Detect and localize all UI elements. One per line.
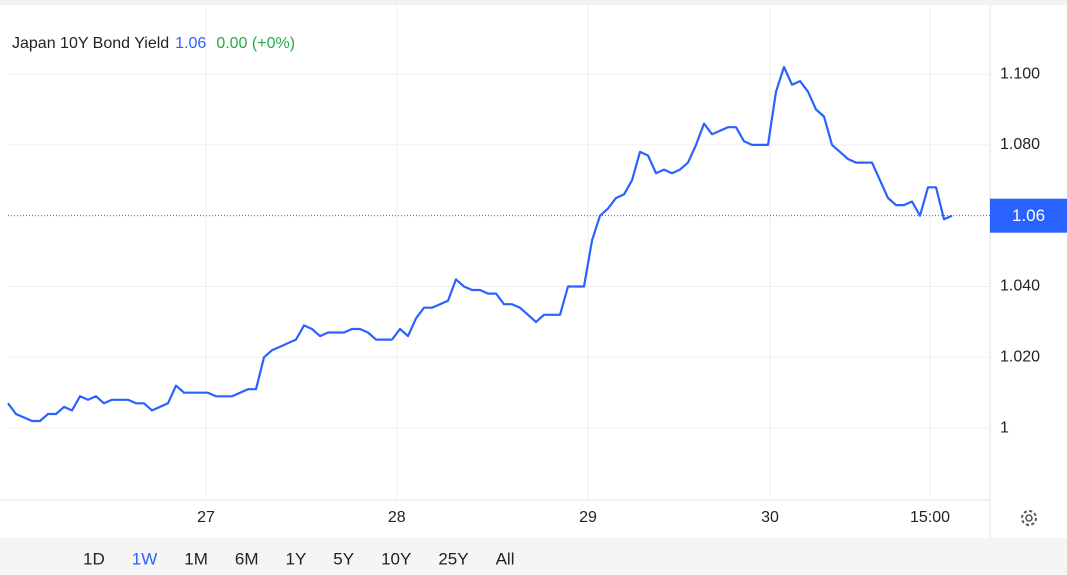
x-tick-label: 28 — [388, 509, 406, 526]
range-button[interactable]: 1W — [132, 549, 158, 568]
gear-hub — [1025, 514, 1033, 522]
range-button[interactable]: All — [496, 549, 515, 568]
price-tag-label: 1.06 — [1012, 206, 1045, 225]
range-button[interactable]: 25Y — [438, 549, 468, 568]
header-price: 1.06 — [175, 35, 206, 52]
y-tick-label: 1.040 — [1000, 278, 1040, 295]
top-strip — [0, 0, 1067, 5]
x-tick-label: 27 — [197, 509, 215, 526]
header-change: 0.00 (+0%) — [216, 35, 295, 52]
range-button[interactable]: 1Y — [285, 549, 306, 568]
x-tick-label: 15:00 — [910, 509, 950, 526]
x-tick-label: 29 — [579, 509, 597, 526]
range-button[interactable]: 10Y — [381, 549, 411, 568]
title: Japan 10Y Bond Yield — [12, 35, 169, 52]
line-series — [7, 65, 953, 423]
y-tick-label: 1.080 — [1000, 136, 1040, 153]
gear — [1021, 510, 1037, 526]
y-tick-label: 1.100 — [1000, 65, 1040, 82]
chart-header: Japan 10Y Bond Yield 1.06 0.00 (+0%) — [12, 35, 295, 52]
range-button[interactable]: 1D — [83, 549, 105, 568]
range-button[interactable]: 6M — [235, 549, 259, 568]
y-tick-label: 1 — [1000, 419, 1009, 436]
x-tick-label: 30 — [761, 509, 779, 526]
settings-icon[interactable] — [1021, 510, 1037, 526]
range-button[interactable]: 5Y — [333, 549, 354, 568]
y-tick-label: 1.020 — [1000, 349, 1040, 366]
toolbar — [0, 538, 1067, 575]
price-tag — [990, 198, 1067, 233]
range-button[interactable]: 1M — [184, 549, 208, 568]
